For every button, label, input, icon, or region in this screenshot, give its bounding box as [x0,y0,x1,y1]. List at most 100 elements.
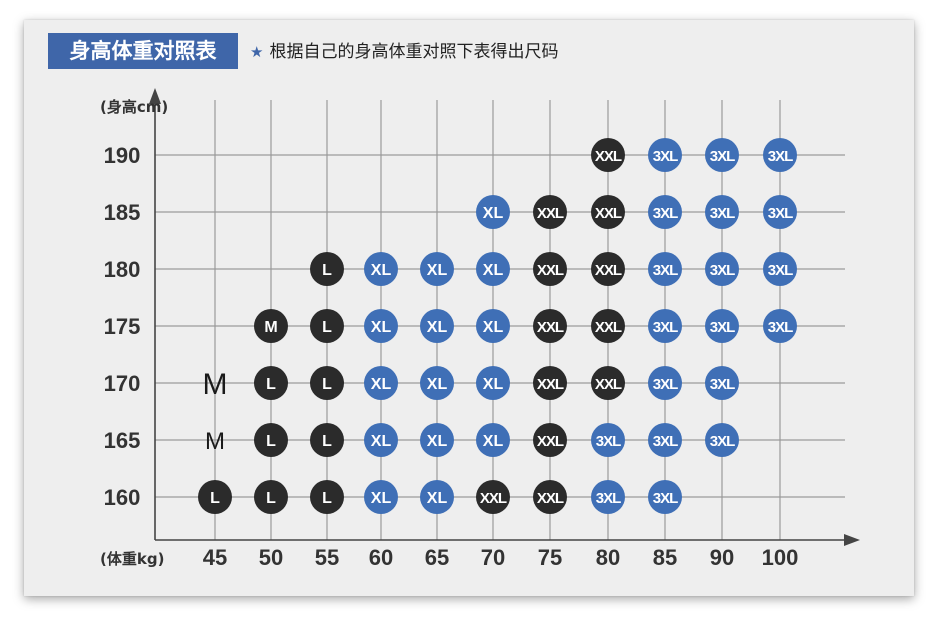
size-point-label: M [264,319,277,336]
size-point [705,138,739,172]
size-point [648,309,682,343]
size-point-label: XXL [595,205,622,222]
size-point-label: L [266,490,276,507]
size-point [705,309,739,343]
x-tick-label: 100 [762,545,799,570]
size-point [591,195,625,229]
chart-title: 身高体重对照表 [48,33,238,69]
y-axis-arrow-icon [149,88,161,104]
size-point-label: XXL [537,433,564,450]
size-point-label: 3XL [596,433,621,450]
size-point-label: XL [371,490,392,507]
size-point-label: 3XL [710,262,735,279]
size-point-label: XL [427,433,448,450]
size-point [648,195,682,229]
size-point [591,423,625,457]
x-tick-label: 50 [259,545,283,570]
size-point [648,366,682,400]
size-point-label: XXL [595,376,622,393]
size-point [364,309,398,343]
size-point [310,309,344,343]
x-tick-label: 80 [596,545,620,570]
size-point-label: XL [483,319,504,336]
size-point-label: L [322,490,332,507]
size-point [476,252,510,286]
y-tick-label: 190 [104,143,141,168]
x-tick-label: 65 [425,545,449,570]
size-point [420,480,454,514]
size-point [310,480,344,514]
size-point [364,423,398,457]
size-point-label: XXL [595,319,622,336]
size-point-label: L [210,490,220,507]
size-point-label: 3XL [653,262,678,279]
size-point-label: XL [483,205,504,222]
size-point-label: 3XL [596,490,621,507]
x-tick-label: 55 [315,545,339,570]
size-point [533,480,567,514]
y-tick-label: 185 [104,200,141,225]
size-point [364,366,398,400]
size-point-label: 3XL [653,205,678,222]
size-point-label: XXL [595,148,622,165]
size-point [476,309,510,343]
size-point-label: L [322,376,332,393]
size-point-label: 3XL [653,148,678,165]
size-point [420,366,454,400]
x-tick-label: 70 [481,545,505,570]
size-point-label: 3XL [768,148,793,165]
size-point [364,480,398,514]
size-point [533,309,567,343]
size-point-label: 3XL [768,262,793,279]
size-label-plain: M [205,428,225,455]
size-point-label: 3XL [653,433,678,450]
size-point-label: 3XL [653,376,678,393]
size-point-label: XL [371,262,392,279]
size-point-label: 3XL [653,490,678,507]
size-point [254,423,288,457]
y-tick-label: 170 [104,371,141,396]
size-point [254,480,288,514]
y-tick-label: 160 [104,485,141,510]
size-point [705,423,739,457]
y-tick-label: 165 [104,428,141,453]
size-point [476,195,510,229]
size-point [591,480,625,514]
star-icon: ★ [250,43,264,61]
chart-note-text: 根据自己的身高体重对照下表得出尺码 [269,42,559,62]
y-tick-label: 180 [104,257,141,282]
x-tick-label: 60 [369,545,393,570]
size-point-label: XXL [537,319,564,336]
size-point-label: L [322,433,332,450]
size-point [533,423,567,457]
size-point [533,195,567,229]
size-point [763,195,797,229]
size-point-label: XXL [537,205,564,222]
size-point-label: L [322,319,332,336]
size-label-plain: M [203,368,228,401]
size-point [763,309,797,343]
size-point [310,423,344,457]
size-point-label: XL [371,433,392,450]
size-point-label: 3XL [710,205,735,222]
size-point-label: L [266,376,276,393]
size-point [648,138,682,172]
chart-note: ★ 根据自己的身高体重对照下表得出尺码 [250,38,558,66]
size-point-label: XL [427,490,448,507]
size-point-label: 3XL [710,148,735,165]
size-point [648,252,682,286]
y-axis-label: (身高cm) [100,98,168,116]
x-tick-label: 75 [538,545,562,570]
size-point-label: XL [371,376,392,393]
size-point-label: XXL [480,490,507,507]
size-point [476,480,510,514]
size-point [254,309,288,343]
size-point-label: L [266,433,276,450]
size-point [705,252,739,286]
size-point [705,366,739,400]
size-point [198,480,232,514]
size-point-label: 3XL [653,319,678,336]
size-point [254,366,288,400]
